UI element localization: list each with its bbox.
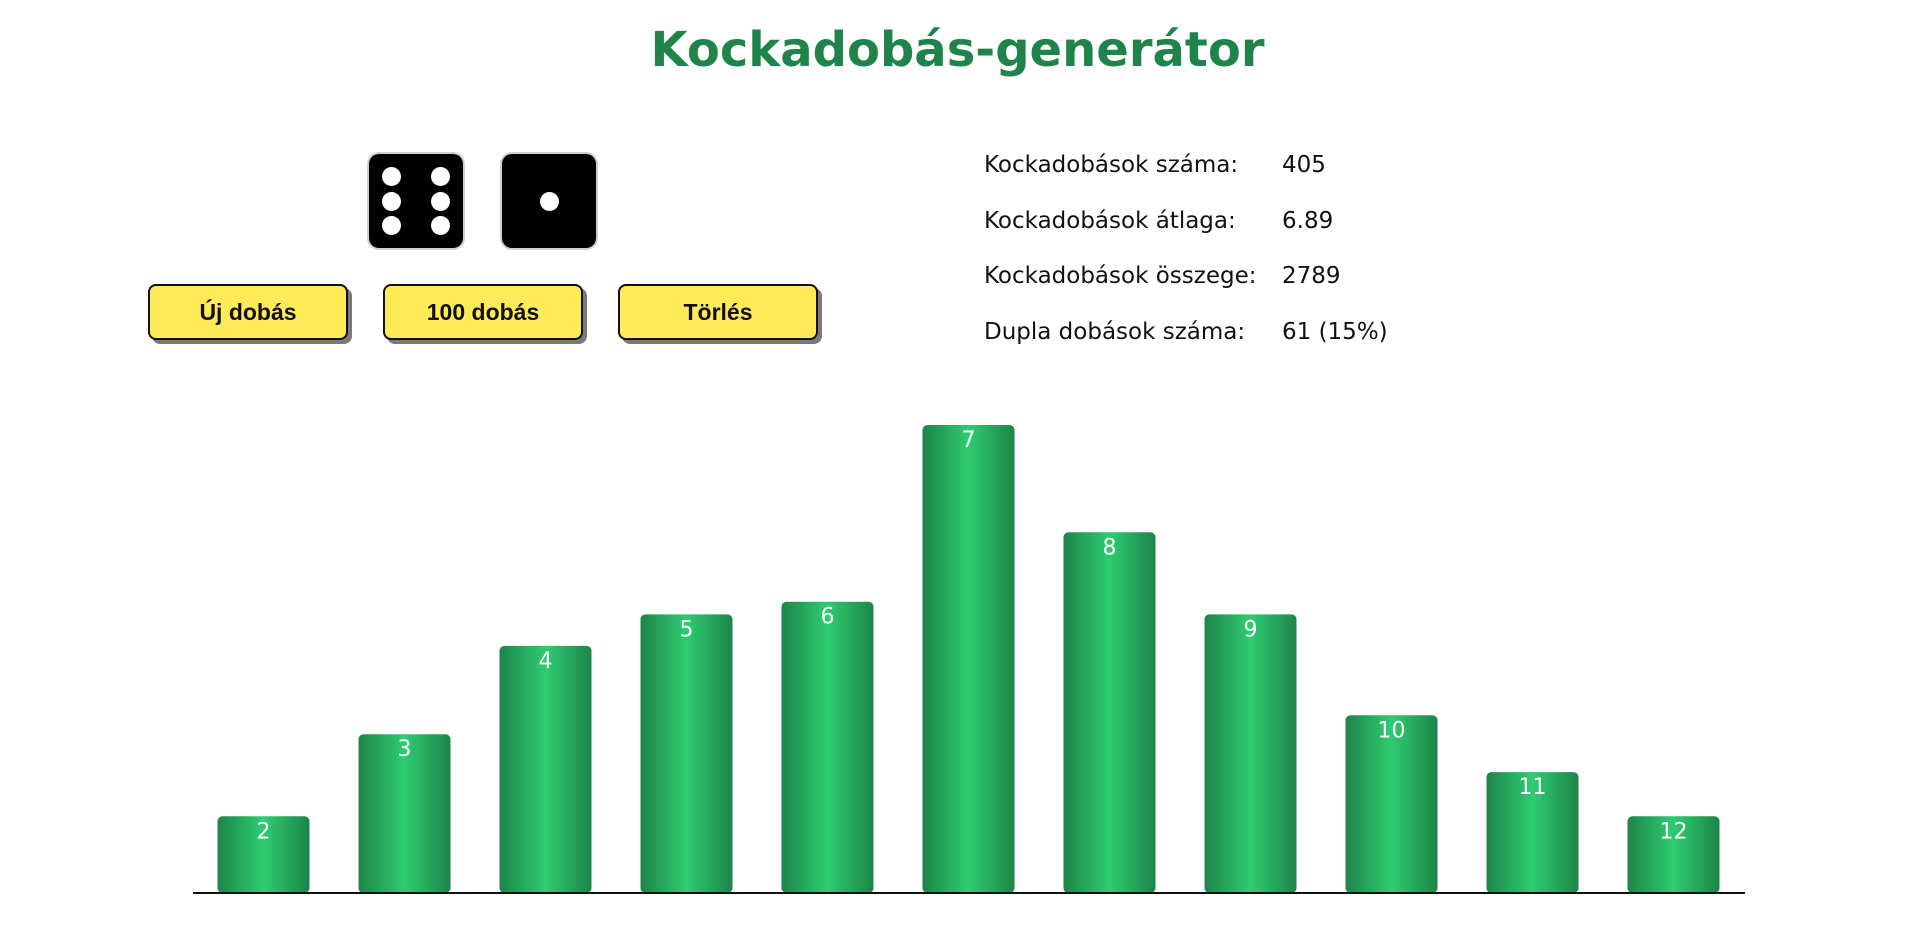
doubles-count-label: Dupla dobások száma:: [984, 318, 1246, 345]
page-title: Kockadobás-generátor: [650, 22, 1265, 78]
bar-12: [1627, 816, 1720, 893]
stat-row-doubles: Dupla dobások száma: 61 (15%): [984, 315, 1484, 371]
bar-10: [1345, 715, 1438, 893]
bar-label-7: 7: [962, 428, 976, 453]
bar-11: [1486, 772, 1579, 893]
bar-label-5: 5: [680, 617, 694, 642]
die-pip: [382, 215, 402, 235]
roll-count-label: Kockadobások száma:: [984, 152, 1239, 178]
die-pip: [382, 191, 402, 211]
roll-sum-label: Kockadobások összege:: [984, 263, 1257, 289]
bar-9: [1204, 614, 1297, 893]
roll-average-value: 6.89: [1282, 207, 1334, 234]
die-pip: [382, 167, 402, 187]
bar-label-9: 9: [1244, 617, 1258, 642]
stat-row-count: Kockadobások száma: 405: [984, 148, 1484, 204]
bar-7: [922, 425, 1015, 893]
die-six-icon: [369, 154, 463, 248]
bar-3: [358, 734, 451, 893]
roll-count-value: 405: [1282, 152, 1326, 178]
new-roll-button[interactable]: Új dobás: [148, 284, 348, 340]
bar-8: [1063, 532, 1156, 893]
stats-panel: Kockadobások száma: 405 Kockadobások átl…: [984, 148, 1484, 370]
doubles-count-value: 61 (15%): [1282, 318, 1388, 345]
bar-label-12: 12: [1660, 819, 1688, 844]
clear-button[interactable]: Törlés: [618, 284, 818, 340]
bar-label-11: 11: [1519, 775, 1547, 800]
die-pip: [539, 191, 559, 211]
stat-row-average: Kockadobások átlaga: 6.89: [984, 204, 1484, 260]
bar-label-3: 3: [398, 737, 412, 762]
stat-row-sum: Kockadobások összege: 2789: [984, 259, 1484, 315]
bar-5: [640, 614, 733, 893]
bar-2: [217, 816, 310, 893]
roll-average-label: Kockadobások átlaga:: [984, 207, 1236, 234]
roll-sum-value: 2789: [1282, 263, 1341, 289]
die-pip: [430, 215, 450, 235]
die-pip: [430, 191, 450, 211]
bar-label-8: 8: [1103, 535, 1117, 560]
die-one-icon: [502, 154, 596, 248]
bar-label-10: 10: [1378, 718, 1406, 743]
die-pip: [430, 167, 450, 187]
bar-label-6: 6: [821, 605, 835, 630]
bar-6: [781, 601, 874, 893]
hundred-rolls-button[interactable]: 100 dobás: [383, 284, 583, 340]
bar-label-2: 2: [257, 819, 271, 844]
bar-4: [499, 645, 592, 893]
bar-label-4: 4: [539, 649, 553, 674]
